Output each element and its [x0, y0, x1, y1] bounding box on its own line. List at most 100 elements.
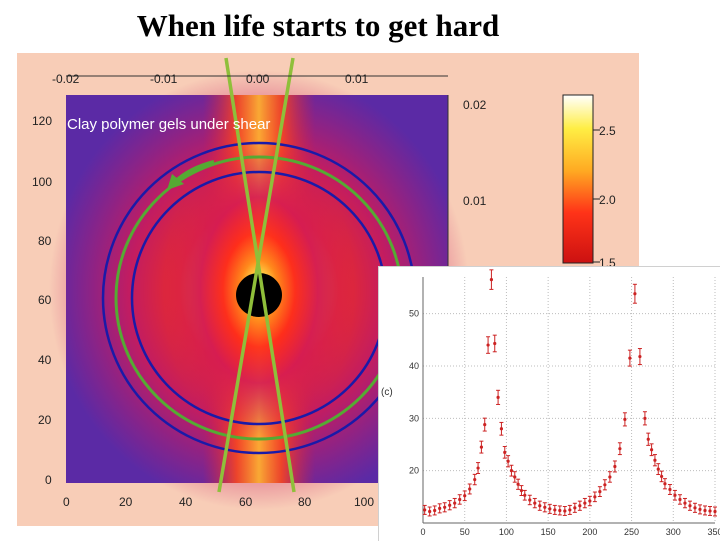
inset-data-point: [659, 470, 664, 483]
inset-data-point: [519, 485, 524, 496]
inset-x-tick: 300: [666, 527, 681, 537]
y-pixel-tick: 0: [45, 473, 52, 487]
inset-x-tick: 250: [624, 527, 639, 537]
q-top-tick: -0.01: [150, 72, 178, 86]
inset-data-point: [537, 500, 542, 511]
inset-data-point: [509, 464, 514, 477]
inset-data-point: [547, 503, 552, 514]
inset-data-point: [522, 489, 527, 501]
inset-data-point: [492, 334, 497, 353]
inset-data-point: [656, 463, 661, 476]
q-right-tick: 0.01: [463, 194, 487, 208]
page-title: When life starts to get hard: [136, 8, 500, 43]
sample-annotation: Clay polymer gels under shear: [67, 116, 271, 133]
azimuthal-profile-plot: 0 50 100 150 200 250 300 350 20 30 40 50 (c): [381, 269, 720, 537]
inset-data-point: [506, 455, 511, 468]
x-pixel-tick: 80: [298, 495, 312, 509]
inset-data-point: [662, 478, 667, 490]
y-pixel-tick: 60: [38, 293, 52, 307]
inset-data-point: [612, 460, 617, 473]
inset-y-tick: 20: [409, 466, 419, 476]
inset-data-point: [646, 432, 651, 446]
inset-data-point: [597, 486, 602, 498]
inset-data-point: [512, 471, 517, 483]
inset-data-point: [637, 348, 642, 366]
inset-y-tick: 50: [409, 309, 419, 319]
beam-stop: [236, 273, 282, 317]
inset-x-tick: 350: [707, 527, 720, 537]
inset-data-point: [532, 497, 537, 509]
inset-data-point: [617, 442, 622, 456]
inset-data-point: [427, 506, 432, 517]
y-pixel-tick: 120: [32, 114, 53, 128]
y-pixel-tick: 80: [38, 234, 52, 248]
inset-y-tick: 30: [409, 413, 419, 423]
inset-x-tick: 100: [499, 527, 514, 537]
inset-data-point: [496, 389, 501, 405]
inset-data-point: [447, 500, 452, 511]
inset-data-point: [602, 479, 607, 491]
inset-data-point: [652, 454, 657, 467]
inset-data-point: [592, 491, 597, 503]
inset-data-point: [516, 478, 521, 490]
colorbar: [562, 94, 594, 264]
azimuthal-profile-inset: 0 50 100 150 200 250 300 350 20 30 40 50 (c): [378, 266, 720, 541]
inset-data-point: [527, 494, 532, 506]
inset-data-point: [562, 505, 567, 516]
inset-data-point: [452, 497, 457, 509]
sector-line-right: [217, 57, 295, 493]
inset-data-point: [557, 505, 562, 516]
inset-x-tick: 150: [541, 527, 556, 537]
inset-data-point: [476, 462, 481, 475]
inset-data-point: [682, 497, 687, 509]
colorbar-tick: 2.5: [599, 124, 616, 138]
arrow-head-icon: [167, 174, 184, 190]
inset-data-point: [462, 490, 467, 502]
inset-data-point: [437, 503, 442, 514]
inset-data-point: [499, 421, 504, 436]
inset-y-tick: 40: [409, 361, 419, 371]
x-pixel-tick: 0: [63, 495, 70, 509]
inset-data-point: [687, 500, 692, 511]
inset-data-point: [472, 473, 477, 486]
inset-data-point: [542, 502, 547, 513]
inset-data-point: [642, 411, 647, 426]
y-pixel-tick: 20: [38, 413, 52, 427]
inset-x-tick: 0: [420, 527, 425, 537]
inset-y-label: (c): [381, 387, 393, 398]
inset-data-point: [607, 471, 612, 483]
inset-data-point: [649, 443, 654, 457]
inset-data-point: [697, 504, 702, 515]
inset-data-point: [572, 502, 577, 513]
x-pixel-tick: 60: [239, 495, 253, 509]
inset-data-point: [502, 446, 507, 459]
inset-data-point: [457, 494, 462, 505]
inset-data-point: [622, 412, 627, 427]
q-top-tick: 0.00: [246, 72, 270, 86]
y-pixel-tick: 100: [32, 175, 53, 189]
inset-data-point: [567, 504, 572, 515]
inset-data-point: [667, 484, 672, 495]
inset-data-point: [442, 502, 447, 513]
colorbar-tick: 2.0: [599, 193, 616, 207]
y-pixel-tick: 40: [38, 353, 52, 367]
inset-data-point: [702, 505, 707, 516]
inset-data-point: [432, 505, 437, 516]
inset-data-point: [482, 417, 487, 432]
inset-data-point: [479, 440, 484, 454]
inset-data-point: [582, 497, 587, 509]
inset-data-point: [707, 505, 712, 516]
inset-data-point: [713, 506, 717, 517]
inset-data-point: [489, 269, 494, 290]
inset-data-point: [632, 283, 637, 304]
inset-data-point: [692, 502, 697, 513]
inset-data-point: [422, 504, 427, 515]
inset-data-point: [552, 504, 557, 515]
inset-data-point: [627, 349, 632, 367]
inset-x-tick: 200: [582, 527, 597, 537]
q-right-tick: 0.02: [463, 98, 487, 112]
q-top-tick: -0.02: [52, 72, 80, 86]
x-pixel-tick: 100: [354, 495, 375, 509]
inset-data-point: [672, 489, 677, 501]
